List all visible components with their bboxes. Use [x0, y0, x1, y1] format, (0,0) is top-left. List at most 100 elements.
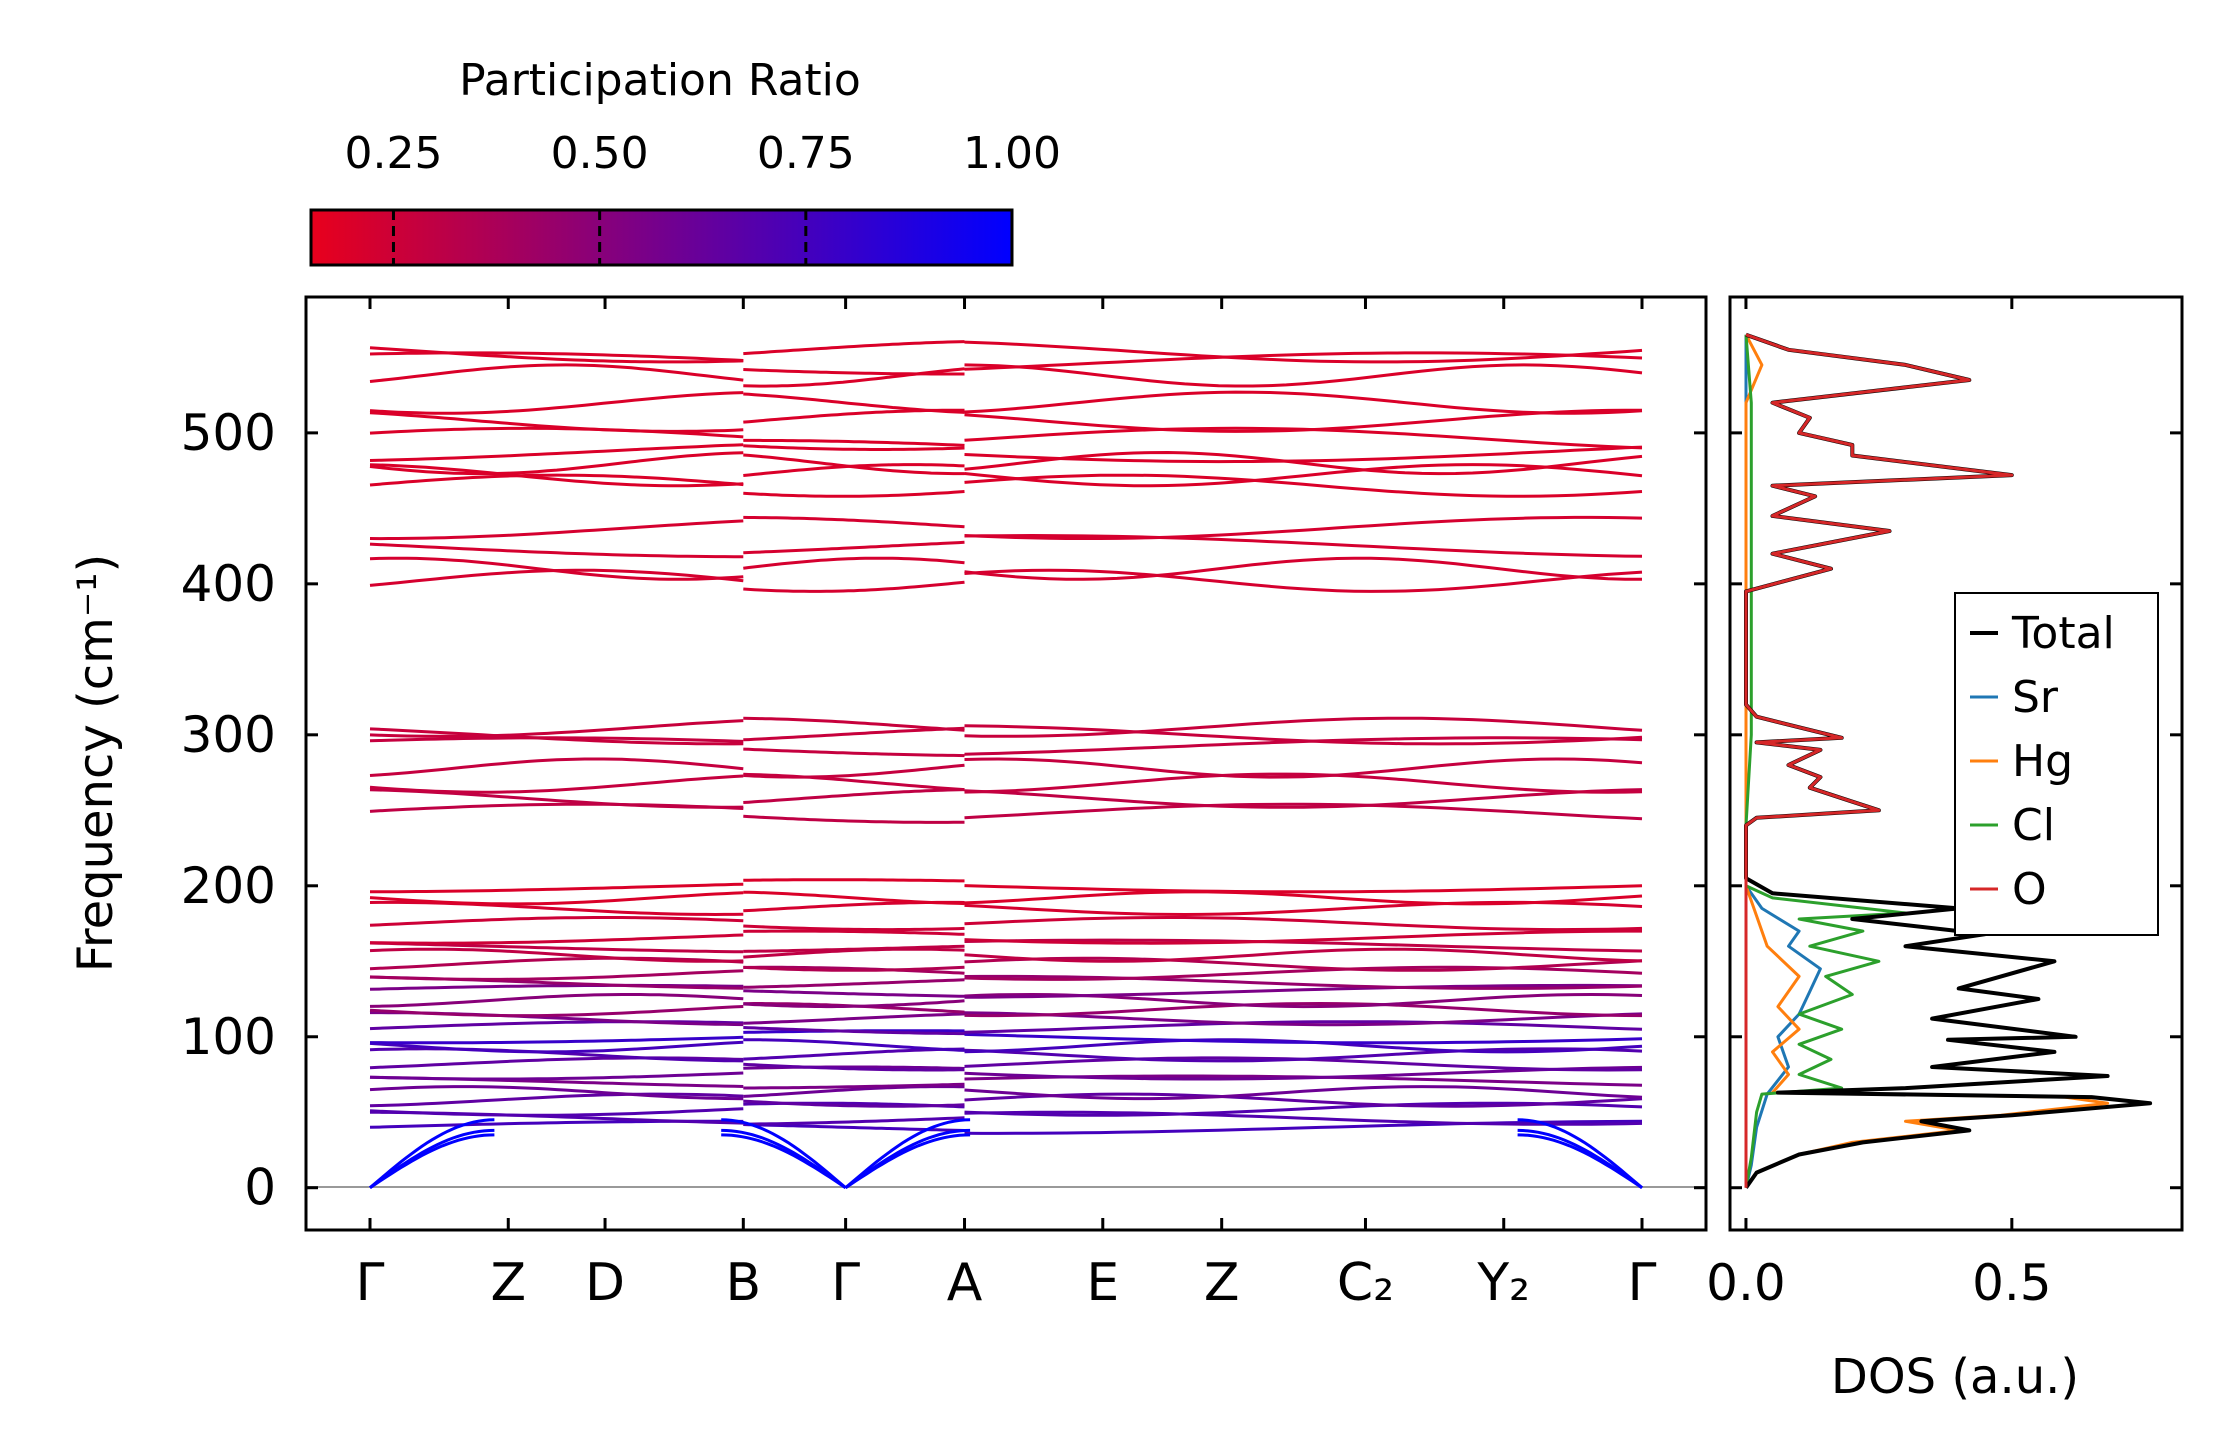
- optical-band: [743, 989, 965, 998]
- optical-band: [743, 1116, 965, 1126]
- optical-band: [369, 1085, 744, 1101]
- colorbar-tick-label: 0.25: [344, 128, 442, 179]
- optical-band: [964, 938, 1643, 953]
- optical-band: [743, 1047, 965, 1061]
- optical-band: [964, 1092, 1643, 1108]
- optical-band: [743, 1038, 965, 1052]
- kpoint-label: Γ: [1628, 1253, 1657, 1313]
- optical-band: [964, 533, 1643, 558]
- legend-label-o: O: [2012, 864, 2047, 915]
- optical-band: [743, 1082, 965, 1090]
- optical-band: [964, 1001, 1643, 1018]
- acoustic-branch: [1517, 1133, 1643, 1189]
- dos-curve-sr: [1744, 334, 1822, 1189]
- acoustic-branch: [721, 1133, 847, 1189]
- optical-band: [743, 1026, 965, 1036]
- optical-band: [743, 716, 965, 732]
- optical-band: [743, 580, 965, 593]
- optical-band: [964, 1119, 1643, 1135]
- optical-band: [369, 727, 744, 746]
- optical-band: [369, 346, 744, 364]
- optical-band: [964, 947, 1643, 963]
- optical-band: [964, 772, 1643, 794]
- optical-band: [743, 944, 965, 953]
- kpoint-label: Γ: [831, 1253, 860, 1313]
- optical-band: [964, 890, 1643, 906]
- y-tick-label: 500: [181, 404, 276, 462]
- optical-band: [964, 716, 1643, 738]
- optical-band: [964, 916, 1643, 932]
- optical-band: [369, 363, 744, 383]
- optical-band: [964, 956, 1643, 972]
- optical-band: [743, 490, 965, 498]
- optical-band: [743, 1012, 965, 1025]
- optical-band: [743, 444, 965, 451]
- acoustic-branch: [369, 1128, 495, 1189]
- optical-band: [964, 802, 1643, 821]
- optical-band: [369, 463, 744, 488]
- optical-band: [964, 1110, 1643, 1126]
- optical-band: [743, 1099, 965, 1108]
- optical-band: [369, 411, 744, 433]
- kpoint-ticks: Γ Z D B Γ A E Z C₂ Y₂ Γ: [356, 297, 1657, 1313]
- optical-band: [743, 453, 965, 476]
- y-axis-label: Frequency (cm⁻¹): [68, 554, 124, 972]
- optical-band: [369, 947, 744, 963]
- colorbar-gradient: [309, 208, 1014, 267]
- phonon-bands: [369, 340, 1643, 1189]
- optical-band: [964, 1020, 1643, 1034]
- optical-band: [369, 757, 744, 777]
- dos-panel: 0.0 0.5 DOS (a.u.) Total Sr Hg Cl O: [1706, 295, 2184, 1405]
- optical-band: [964, 884, 1643, 894]
- kpoint-label: Z: [1204, 1253, 1240, 1313]
- acoustic-branch: [721, 1118, 847, 1189]
- y-tick-label: 300: [181, 706, 276, 764]
- dos-curve-cl: [1744, 334, 1907, 1188]
- optical-band: [743, 368, 965, 376]
- optical-band: [964, 1011, 1643, 1027]
- optical-band: [964, 445, 1643, 464]
- optical-band: [369, 969, 744, 981]
- optical-band: [964, 463, 1643, 488]
- kpoint-label: C₂: [1337, 1253, 1394, 1313]
- dos-curve-o: [1744, 333, 2014, 1188]
- dos-ticks: 0.0 0.5: [1706, 297, 2182, 1312]
- acoustic-branch: [1517, 1128, 1643, 1189]
- optical-band: [743, 763, 965, 779]
- acoustic-branch: [721, 1128, 847, 1189]
- optical-band: [743, 814, 965, 824]
- optical-band: [964, 390, 1643, 415]
- y-tick-label: 100: [181, 1008, 276, 1066]
- optical-band: [743, 890, 965, 906]
- optical-band: [743, 965, 965, 972]
- colorbar-tick-label: 0.50: [551, 128, 649, 179]
- y-tick-label: 200: [181, 857, 276, 915]
- optical-band: [964, 965, 1643, 981]
- optical-band: [369, 443, 744, 462]
- optical-band: [743, 340, 965, 356]
- optical-band: [369, 774, 744, 794]
- kpoint-label: Y₂: [1476, 1253, 1530, 1313]
- colorbar-ticks: 0.25 0.50 0.75 1.00: [344, 128, 1061, 265]
- legend-frame: [1954, 592, 2159, 936]
- optical-band: [370, 882, 744, 894]
- acoustic-branch: [369, 1118, 495, 1189]
- colorbar-tick-label: 0.75: [757, 128, 855, 179]
- optical-band: [369, 719, 744, 738]
- optical-band: [743, 965, 965, 975]
- optical-band: [369, 542, 744, 559]
- optical-band: [369, 1005, 744, 1018]
- optical-band: [964, 473, 1643, 498]
- colorbar-label: Participation Ratio: [459, 55, 861, 106]
- legend-label-cl: Cl: [2012, 800, 2055, 851]
- legend-label-hg: Hg: [2012, 736, 2073, 787]
- legend-label-sr: Sr: [2012, 672, 2059, 723]
- optical-band: [743, 978, 965, 989]
- optical-band: [964, 450, 1643, 476]
- kpoint-label: D: [585, 1253, 625, 1313]
- acoustic-branch: [1517, 1118, 1643, 1189]
- optical-band: [743, 1062, 965, 1072]
- kpoint-label: B: [725, 1253, 761, 1313]
- optical-band: [369, 391, 744, 415]
